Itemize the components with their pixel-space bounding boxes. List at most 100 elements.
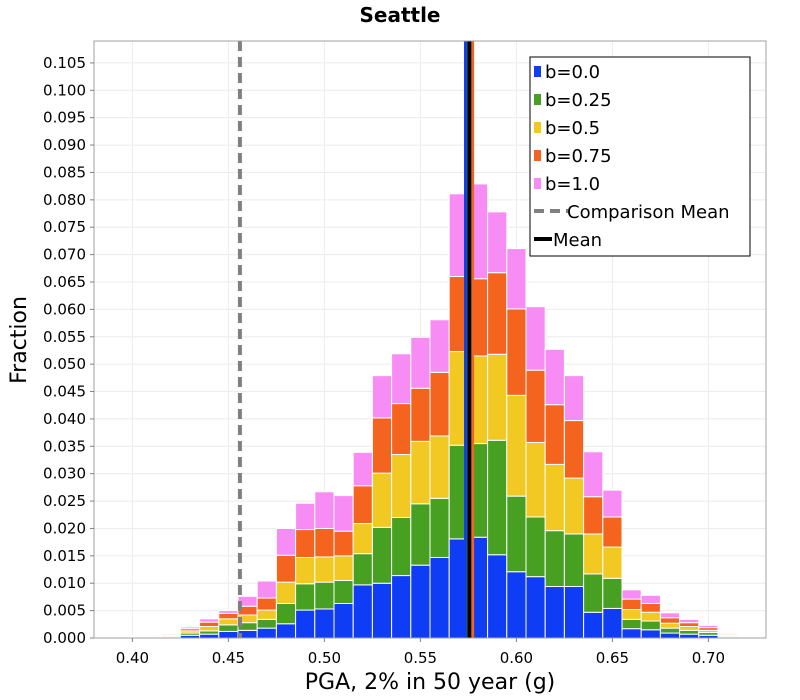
y-tick-label: 0.025	[43, 492, 86, 510]
bar-b-1-0	[698, 624, 719, 629]
bar-b-0-0	[410, 564, 431, 639]
y-tick-label: 0.085	[43, 163, 86, 181]
bar-b-1-0	[352, 451, 373, 487]
x-axis: 0.40 0.45 0.50 0.55 0.60 0.65 0.70	[116, 638, 725, 667]
bar-b-0-0	[487, 554, 508, 639]
plot-frame	[93, 40, 767, 639]
legend-swatch	[534, 150, 541, 161]
bar-b-0-25	[371, 526, 393, 584]
bar-b-0-0	[352, 584, 373, 639]
y-tick-label: 0.095	[43, 109, 86, 127]
bar-b-0-5	[659, 622, 681, 629]
y-tick-label: 0.060	[43, 300, 86, 318]
bar-b-0-0	[563, 586, 585, 639]
bar-b-0-0	[621, 628, 642, 639]
legend-swatch	[534, 94, 541, 105]
bar-b-0-75	[352, 485, 373, 525]
bar-b-0-0	[525, 576, 546, 639]
bar-b-0-25	[487, 439, 508, 556]
bar-b-0-5	[256, 609, 277, 620]
y-tick-label: 0.040	[43, 410, 86, 428]
bar-b-0-0	[391, 575, 412, 639]
bar-b-0-75	[333, 530, 354, 557]
bar-b-1-0	[525, 306, 546, 371]
bar-b-1-0	[659, 612, 681, 619]
bar-b-0-5	[371, 472, 393, 528]
bar-b-0-0	[640, 629, 661, 639]
bar-b-0-75	[371, 417, 393, 474]
bar-b-0-25	[314, 581, 335, 610]
y-tick-label: 0.075	[43, 218, 86, 236]
y-tick-label: 0.010	[43, 574, 86, 592]
bar-b-0-25	[429, 497, 450, 558]
y-axis: 0.000 0.005 0.010 0.015 0.020 0.025 0.030 0.035…	[43, 54, 94, 647]
bar-b-0-5	[333, 555, 354, 581]
legend-label: Comparison Mean	[567, 202, 730, 223]
bar-b-1-0	[410, 336, 431, 389]
bar-b-1-0	[141, 634, 162, 637]
legend-label: Mean	[553, 230, 602, 251]
bar-b-1-0	[391, 353, 412, 405]
bar-b-0-5	[506, 394, 527, 497]
bar-b-0-5	[563, 477, 585, 535]
bar-b-0-5	[602, 546, 623, 579]
bar-b-0-5	[391, 454, 412, 519]
bar-b-1-0	[160, 632, 181, 635]
legend-label: b=0.75	[545, 146, 612, 167]
bar-b-1-0	[621, 589, 642, 600]
bar-b-0-25	[583, 573, 604, 613]
y-tick-label: 0.000	[43, 629, 86, 647]
bar-b-0-25	[218, 624, 239, 632]
bar-b-0-5	[525, 441, 546, 518]
bar-b-0-0	[659, 632, 681, 639]
bar-b-0-75	[583, 496, 604, 535]
bar-b-0-0	[371, 582, 393, 639]
bar-b-0-75	[679, 622, 700, 627]
bar-b-1-0	[563, 375, 585, 422]
y-tick-label: 0.070	[43, 246, 86, 264]
legend-swatch	[534, 178, 541, 189]
bar-b-1-0	[218, 610, 239, 614]
bar-b-0-0	[275, 623, 297, 639]
chart-title: Seattle	[359, 3, 440, 27]
bar-b-0-75	[602, 516, 623, 548]
bar-b-0-0	[679, 633, 700, 639]
bar-b-0-75	[563, 420, 585, 479]
bar-b-0-0	[256, 627, 277, 639]
bar-b-0-0	[333, 602, 354, 639]
y-tick-label: 0.035	[43, 437, 86, 455]
bar-b-0-75	[525, 369, 546, 443]
bar-b-0-25	[352, 553, 373, 586]
bar-b-0-5	[640, 611, 661, 622]
bar-b-0-75	[544, 404, 565, 465]
bar-b-1-0	[199, 618, 220, 623]
bar-b-0-25	[659, 627, 681, 634]
legend-swatch	[534, 66, 541, 77]
bar-b-0-5	[487, 353, 508, 441]
bar-b-0-0	[314, 608, 335, 639]
bar-b-0-75	[275, 554, 297, 583]
bar-b-1-0	[429, 319, 450, 373]
bar-b-0-25	[391, 517, 412, 577]
bar-b-0-25	[563, 533, 585, 588]
bar-b-0-75	[429, 371, 450, 437]
bar-b-0-25	[410, 503, 431, 566]
x-tick-label: 0.60	[500, 649, 533, 667]
bar-b-0-5	[410, 440, 431, 505]
bar-b-0-0	[295, 609, 316, 639]
legend-label: b=0.0	[545, 62, 600, 83]
y-tick-label: 0.030	[43, 465, 86, 483]
bar-b-0-5	[275, 581, 297, 604]
legend-label: b=1.0	[545, 174, 600, 195]
bar-b-0-25	[333, 579, 354, 604]
grid-lines	[94, 41, 766, 639]
bar-b-0-5	[679, 625, 700, 631]
bar-b-0-5	[544, 463, 565, 532]
bar-b-0-75	[410, 387, 431, 442]
bar-b-0-5	[199, 625, 220, 632]
bar-b-1-0	[333, 495, 354, 532]
y-axis-label: Fraction	[7, 296, 32, 384]
bar-b-0-75	[506, 308, 527, 396]
bar-b-0-75	[487, 272, 508, 355]
